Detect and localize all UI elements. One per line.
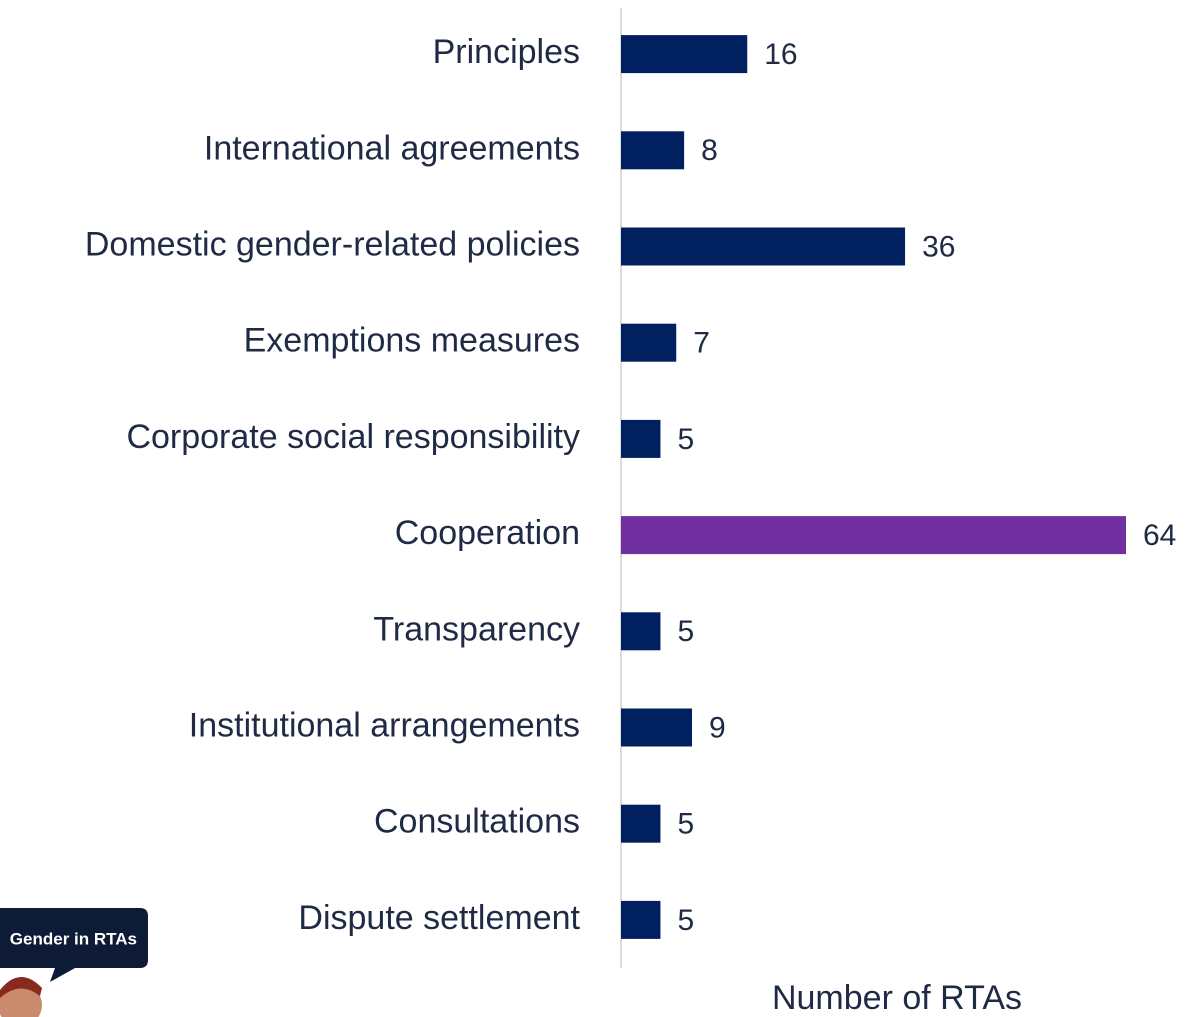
bar <box>621 324 676 362</box>
x-axis-label: Number of RTAs <box>772 979 1022 1017</box>
value-label: 16 <box>764 38 797 71</box>
bar <box>621 131 684 169</box>
category-label: Principles <box>433 33 580 71</box>
bar <box>621 420 660 458</box>
category-label: Domestic gender-related policies <box>85 225 580 263</box>
value-label: 5 <box>677 904 694 937</box>
page: {"chart_data": {"type": "bar", "orientat… <box>0 0 1185 1017</box>
bar <box>621 35 747 73</box>
category-label: Transparency <box>373 610 580 648</box>
value-label: 64 <box>1143 519 1176 552</box>
badge-text: Gender in RTAs <box>10 929 137 948</box>
category-label: Consultations <box>374 803 580 841</box>
category-label: Dispute settlement <box>298 899 580 937</box>
bar <box>621 612 660 650</box>
value-label: 9 <box>709 711 726 744</box>
category-label: Exemptions measures <box>244 322 580 360</box>
value-label: 7 <box>693 327 710 360</box>
value-label: 5 <box>677 423 694 456</box>
value-label: 5 <box>677 808 694 841</box>
bar <box>621 805 660 843</box>
chart: Number of RTAs Gender in RTAs Principles… <box>0 0 1185 1017</box>
category-label: Corporate social responsibility <box>126 418 580 456</box>
bar <box>621 901 660 939</box>
value-label: 5 <box>677 615 694 648</box>
value-label: 8 <box>701 134 718 167</box>
bar <box>621 516 1126 554</box>
badge: Gender in RTAs <box>0 908 148 1017</box>
category-label: Institutional arrangements <box>189 706 580 744</box>
category-label: Cooperation <box>395 514 580 552</box>
bar <box>621 228 905 266</box>
bar <box>621 709 692 747</box>
category-label: International agreements <box>204 129 580 167</box>
value-label: 36 <box>922 230 955 263</box>
